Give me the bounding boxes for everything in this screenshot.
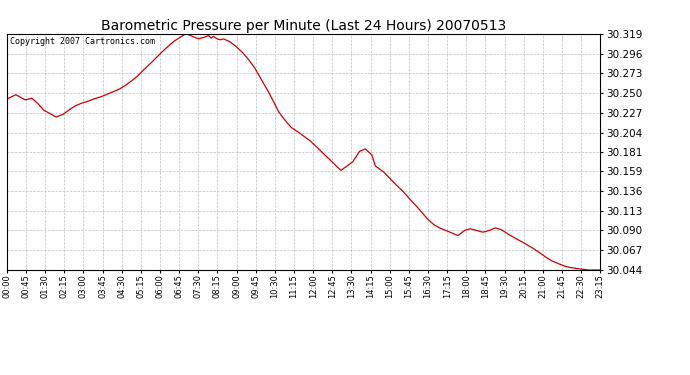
Text: Copyright 2007 Cartronics.com: Copyright 2007 Cartronics.com	[10, 37, 155, 46]
Title: Barometric Pressure per Minute (Last 24 Hours) 20070513: Barometric Pressure per Minute (Last 24 …	[101, 19, 506, 33]
